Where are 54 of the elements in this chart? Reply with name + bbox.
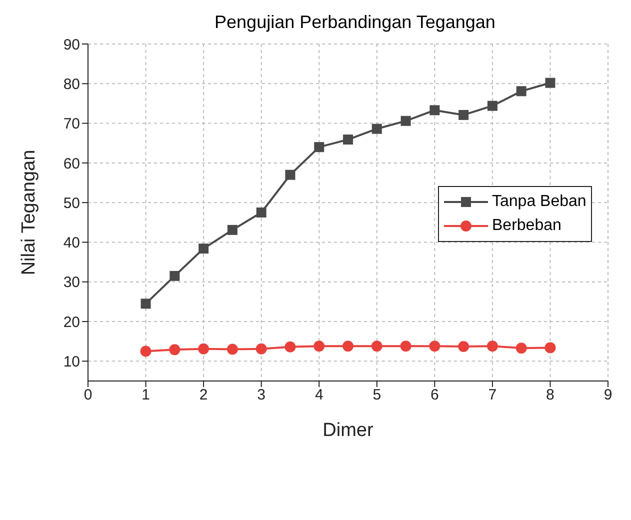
x-tick-label: 4	[314, 386, 324, 404]
y-tick-label: 10	[63, 354, 80, 370]
point	[544, 342, 556, 354]
y-axis-title: Nilai Tegangan	[18, 150, 40, 276]
y-tick-label: 20	[63, 314, 80, 331]
x-tick-label: 5	[372, 386, 382, 404]
x-tick-label: 7	[488, 386, 497, 404]
point	[140, 346, 152, 357]
point	[343, 134, 353, 145]
y-tick-label: 50	[63, 194, 80, 212]
point	[429, 340, 440, 352]
point	[169, 344, 180, 356]
point	[314, 340, 325, 352]
point	[198, 343, 210, 354]
point	[314, 142, 324, 152]
x-tick-label: 2	[199, 386, 208, 404]
point	[371, 340, 382, 352]
x-tick-label: 1	[142, 386, 150, 404]
point	[284, 341, 296, 352]
point	[458, 110, 469, 120]
point	[545, 78, 556, 88]
point	[400, 116, 411, 126]
point	[372, 124, 382, 134]
point	[285, 170, 296, 180]
x-tick-label: 6	[430, 386, 439, 404]
y-tick-label: 40	[63, 234, 80, 252]
y-tick-label: 60	[63, 155, 80, 172]
point	[198, 244, 209, 254]
point	[256, 343, 267, 354]
x-tick-label: 3	[257, 386, 266, 404]
y-tick-label: 90	[63, 36, 80, 54]
x-axis-title: Dimer	[322, 420, 374, 441]
point	[486, 340, 498, 352]
chart-title: Pengujian Perbandingan Tegangan	[214, 12, 496, 33]
x-tick-label: 8	[546, 386, 554, 404]
point	[458, 341, 470, 352]
y-tick-label: 70	[63, 116, 80, 133]
legend-label: Tanpa Beban	[492, 193, 586, 211]
point	[256, 208, 266, 218]
point	[342, 340, 354, 352]
point	[430, 105, 440, 116]
point	[226, 344, 238, 355]
point	[516, 342, 527, 354]
y-tick-label: 80	[63, 76, 80, 93]
point	[170, 270, 180, 281]
point	[516, 86, 526, 96]
point	[227, 224, 238, 235]
point	[400, 340, 412, 352]
legend-label: Berbeban	[492, 217, 562, 235]
y-tick-label: 30	[63, 274, 80, 292]
point	[487, 100, 498, 111]
point	[140, 298, 151, 309]
x-tick-label: 9	[604, 386, 612, 404]
x-tick-label: 0	[84, 386, 92, 404]
